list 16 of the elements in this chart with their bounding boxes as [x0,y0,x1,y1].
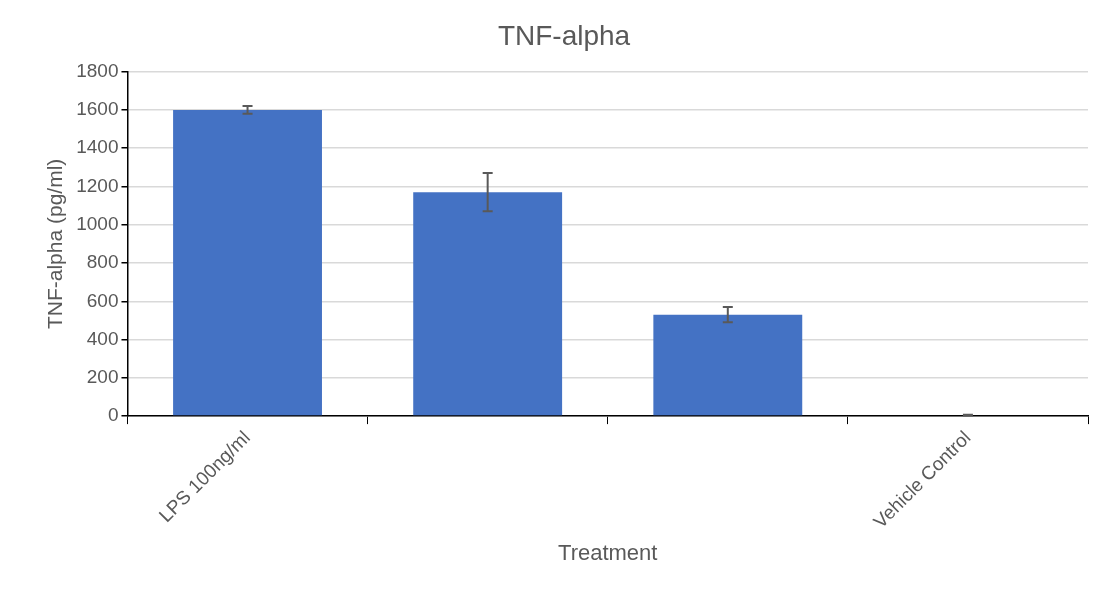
y-tick-label: 800 [86,251,119,273]
bar [413,192,563,416]
y-tick-label: 200 [86,366,119,388]
y-tick-label: 1400 [76,136,119,158]
y-tick-label: 1600 [76,98,119,120]
y-tick-label: 1000 [76,212,119,234]
x-axis-title: Treatment [558,539,658,565]
bar [173,109,322,416]
y-tick-label: 0 [107,404,119,426]
y-tick-label: 1800 [76,59,119,81]
bar [653,314,803,416]
y-axis-title: TNF-alpha (pg/ml) [43,158,67,330]
y-tick-label: 400 [86,327,119,349]
y-tick-label: 600 [86,289,119,311]
chart-title: TNF-alpha [497,19,631,51]
y-tick-label: 1200 [76,174,119,196]
